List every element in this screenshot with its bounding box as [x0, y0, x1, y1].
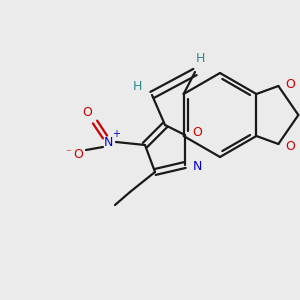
Text: N: N [103, 136, 113, 148]
Text: +: + [112, 129, 120, 139]
Text: O: O [192, 127, 202, 140]
Text: O: O [285, 77, 295, 91]
Text: ⁻: ⁻ [65, 148, 71, 158]
Text: O: O [285, 140, 295, 152]
Text: O: O [82, 106, 92, 118]
Text: N: N [192, 160, 202, 173]
Text: H: H [195, 52, 205, 64]
Text: H: H [132, 80, 142, 94]
Text: O: O [73, 148, 83, 161]
